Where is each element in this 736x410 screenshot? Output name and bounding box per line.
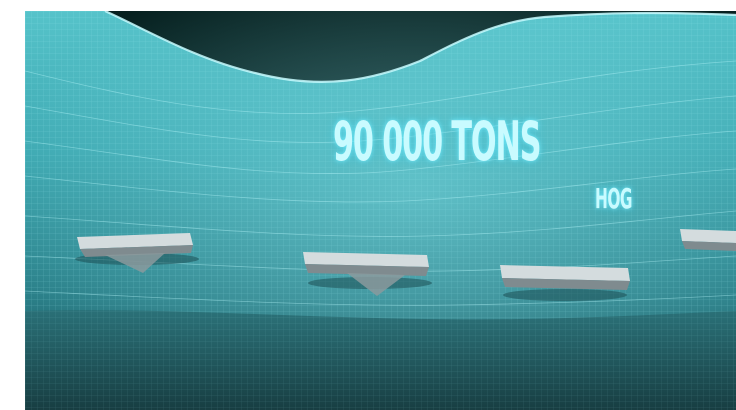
ocean-wave-scene: 90 000 TONS HOG — [25, 11, 736, 410]
wave-mesh-illustration — [25, 11, 736, 410]
barge-icon — [75, 233, 199, 273]
tonnage-unit: HOG — [595, 182, 633, 215]
tonnage-caption: 90 000 TONS HOG — [333, 110, 703, 213]
mesh-streaks — [25, 60, 736, 306]
wave-crest-highlight — [104, 11, 736, 83]
barge-icon — [500, 265, 630, 301]
barge-icon — [680, 229, 736, 251]
tonnage-headline: 90 000 TONS — [333, 110, 541, 173]
barge-icon — [303, 252, 432, 296]
